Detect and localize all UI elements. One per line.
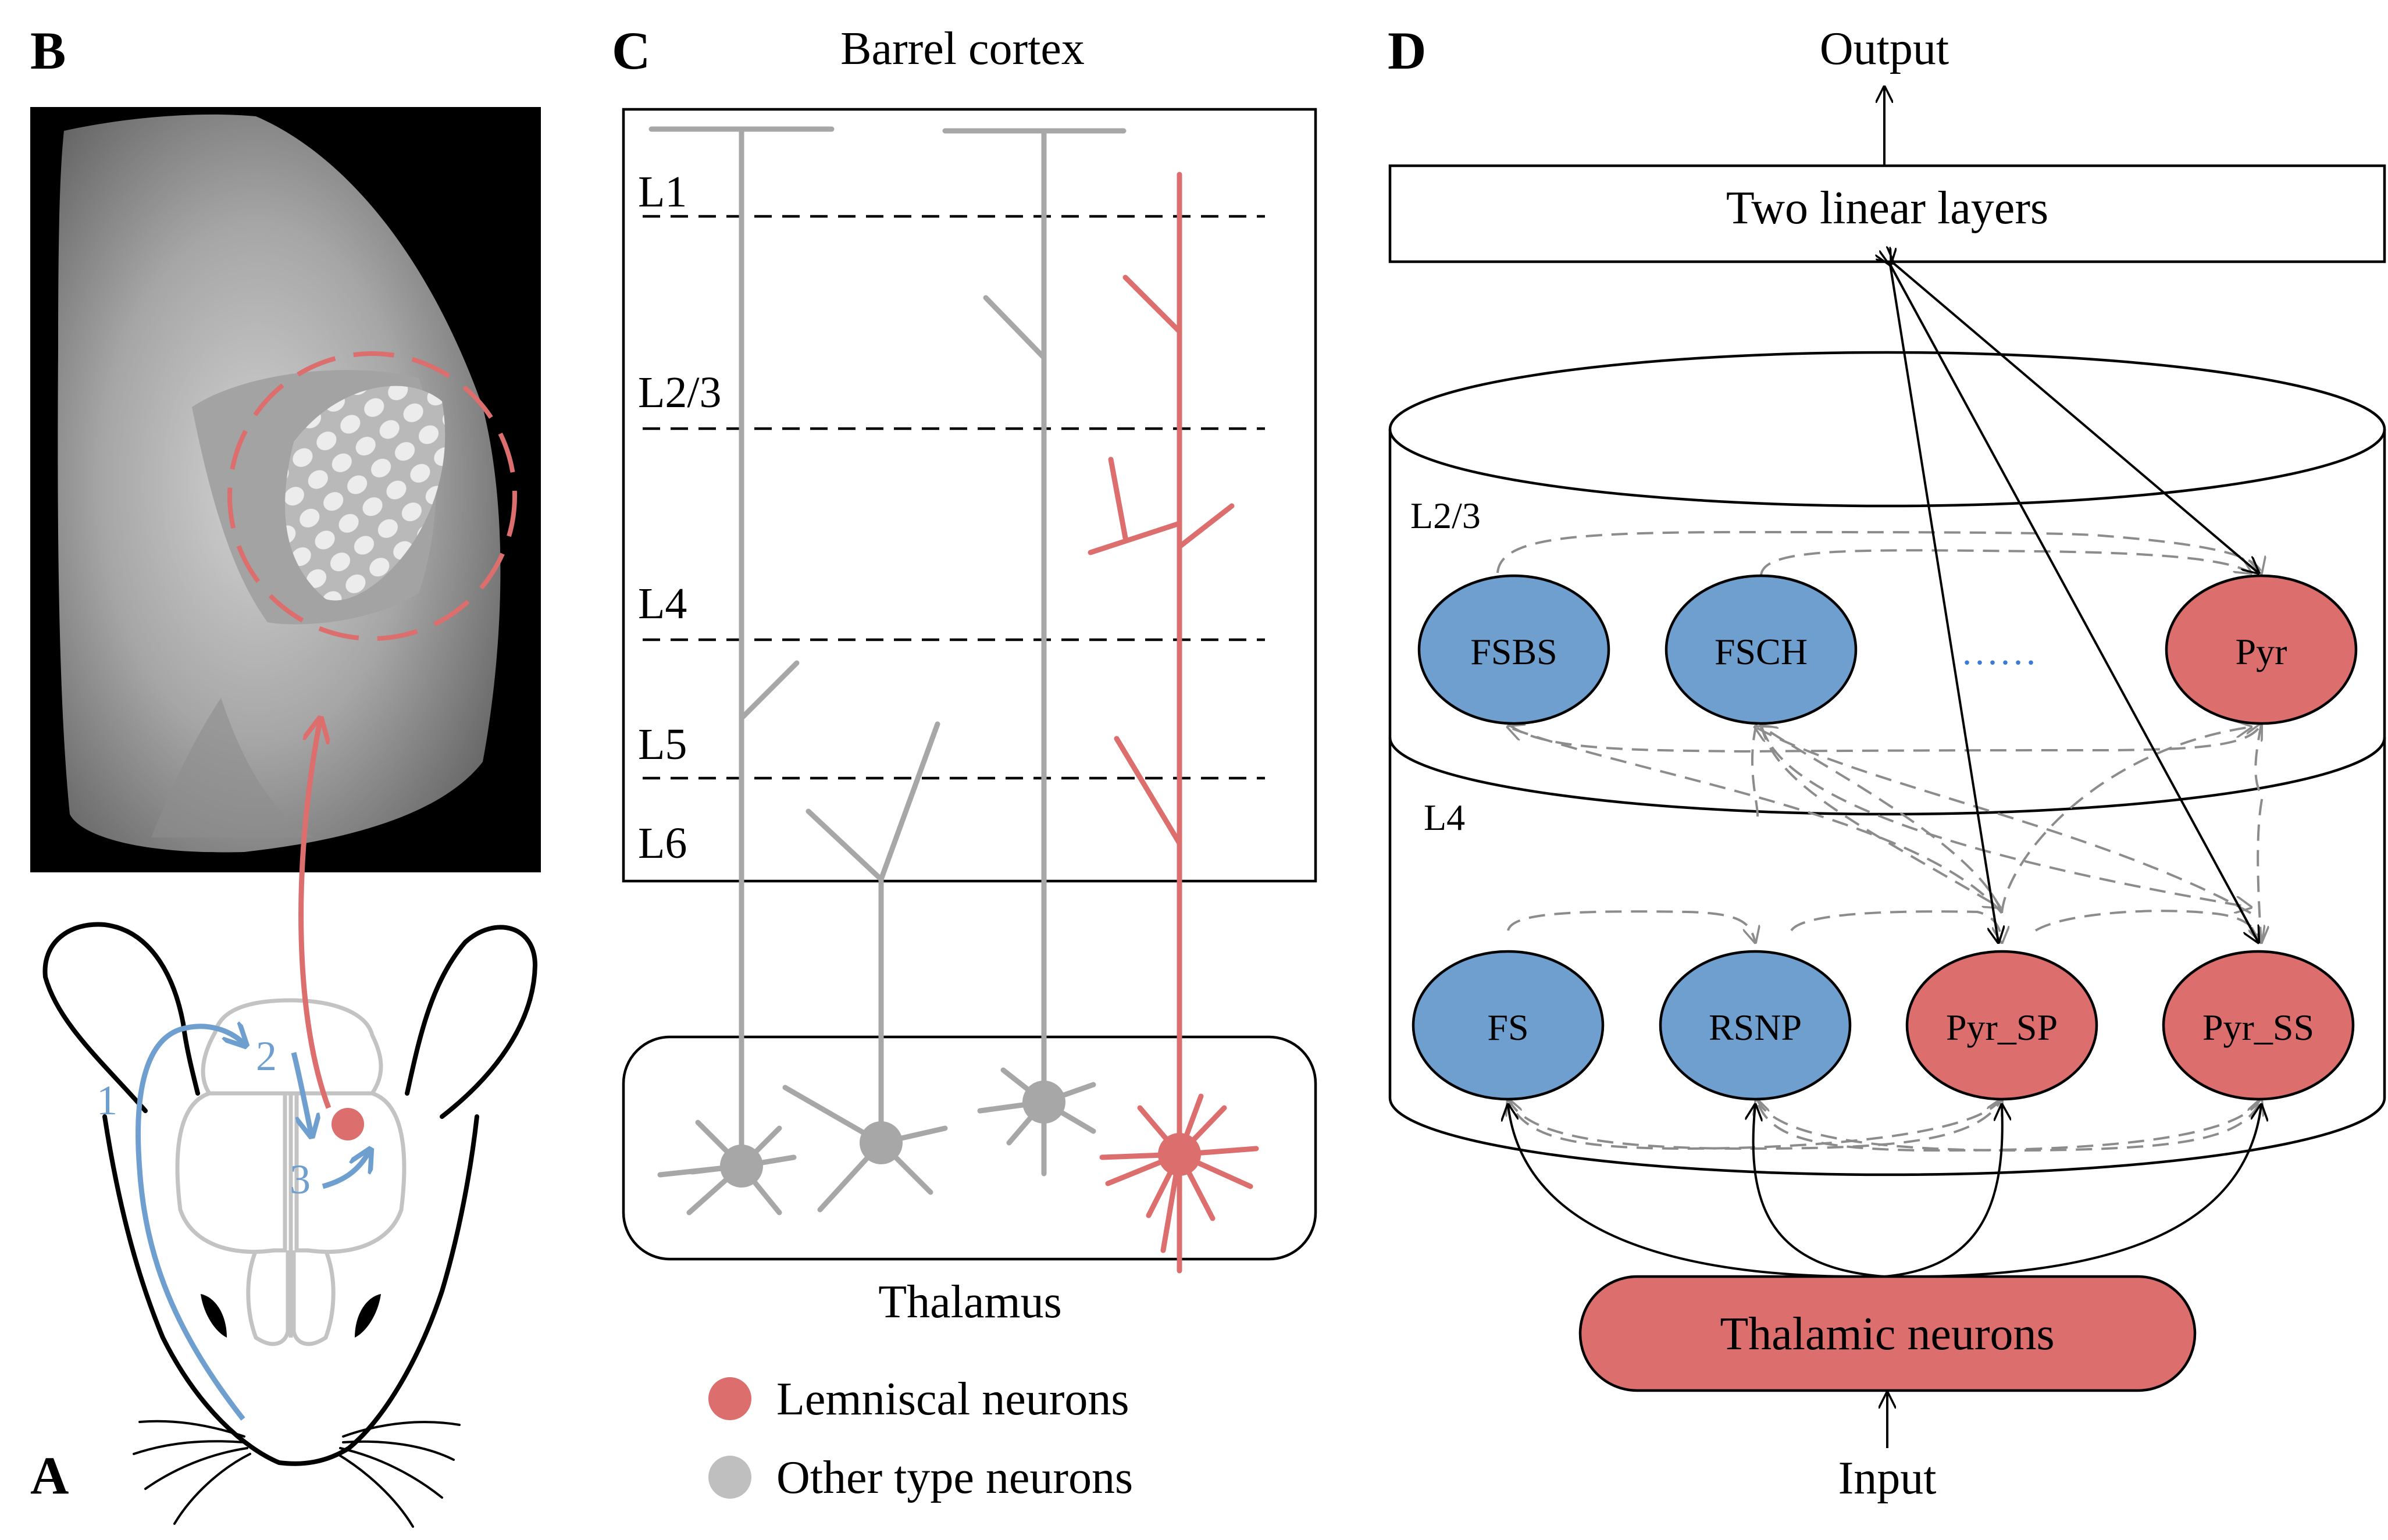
layer-label-l1: L1 bbox=[638, 167, 687, 216]
l4-neuron-pyr-ss: Pyr_SS bbox=[2162, 950, 2355, 1101]
thalamus-dot bbox=[332, 1108, 364, 1140]
pathway-arrow-2 bbox=[291, 1051, 311, 1134]
panel-label-b: B bbox=[30, 21, 66, 80]
thalamus-box bbox=[622, 1035, 1317, 1261]
linear-layers-label: Two linear layers bbox=[1726, 183, 2048, 234]
output-label: Output bbox=[1820, 23, 1949, 74]
path-label-1: 1 bbox=[97, 1077, 117, 1124]
l4-neuron-fs: FS bbox=[1412, 950, 1605, 1101]
thalamus-label: Thalamus bbox=[878, 1277, 1061, 1328]
panel-label-a: A bbox=[30, 1446, 69, 1505]
legend-lemniscal-label: Lemniscal neurons bbox=[776, 1374, 1129, 1425]
l23-neuron-fsch: FSCH bbox=[1665, 574, 1858, 725]
linear-layers-box bbox=[1388, 164, 2386, 263]
l4-neuron-rsnp: RSNP bbox=[1659, 950, 1852, 1101]
lemniscal-neuron-soma bbox=[1158, 1133, 1201, 1176]
other-neuron-3-soma bbox=[1022, 1081, 1065, 1124]
neuron-label: Pyr_SP bbox=[1946, 1007, 2058, 1048]
legend-other-label: Other type neurons bbox=[776, 1452, 1133, 1503]
neuron-label: FS bbox=[1487, 1007, 1528, 1048]
other-neuron-1-soma bbox=[720, 1145, 763, 1188]
more-neurons-ellipsis: ...... bbox=[1962, 631, 2039, 672]
input-label: Input bbox=[1838, 1453, 1937, 1504]
right-ear bbox=[405, 925, 537, 1119]
pathway-arrow-3 bbox=[322, 1152, 369, 1189]
left-eye bbox=[201, 1294, 227, 1338]
neuron-label: Pyr bbox=[2236, 631, 2287, 672]
readout-connections bbox=[1890, 263, 2258, 942]
neuron-label: Pyr_SS bbox=[2202, 1007, 2314, 1048]
mouse-head-drawing bbox=[42, 922, 537, 1528]
other-neuron-2-soma bbox=[860, 1121, 903, 1164]
layer-boundaries bbox=[643, 215, 1265, 780]
layer-label-l4: L4 bbox=[638, 579, 687, 628]
layer-l4-label: L4 bbox=[1424, 797, 1465, 838]
other-neuron-3 bbox=[942, 128, 1127, 1177]
path-label-3: 3 bbox=[290, 1156, 311, 1203]
layer-label-l23: L2/3 bbox=[638, 368, 722, 417]
l23-neuron-pyr: Pyr bbox=[2165, 574, 2358, 725]
legend-other-swatch bbox=[708, 1456, 751, 1499]
mouse-brain-outline bbox=[175, 998, 407, 1346]
lemniscal-neuron bbox=[1088, 172, 1259, 1274]
whiskers bbox=[133, 1420, 461, 1528]
legend-lemniscal-swatch bbox=[708, 1377, 751, 1420]
path-label-2: 2 bbox=[256, 1033, 277, 1079]
layer-label-l5: L5 bbox=[638, 720, 687, 769]
thalamic-neurons-box bbox=[1578, 1275, 2197, 1392]
neuron-label: RSNP bbox=[1709, 1007, 1802, 1048]
cortex-box bbox=[622, 108, 1317, 883]
panel-label-d: D bbox=[1388, 21, 1426, 80]
l4-neuron-pyr-sp: Pyr_SP bbox=[1905, 950, 2098, 1101]
neuron-label: FSCH bbox=[1715, 631, 1808, 672]
other-neuron-1 bbox=[648, 126, 835, 1215]
layer-label-l6: L6 bbox=[638, 819, 687, 868]
layer-l23-label: L2/3 bbox=[1410, 495, 1481, 536]
head-outline bbox=[102, 1114, 479, 1466]
barrel-cortex-photo bbox=[30, 107, 541, 872]
right-eye bbox=[355, 1294, 381, 1338]
thalamic-neurons-label: Thalamic neurons bbox=[1720, 1309, 2054, 1360]
barrel-cortex-title: Barrel cortex bbox=[840, 23, 1085, 74]
thalamus-to-cortex-arrow bbox=[298, 721, 329, 1109]
recurrent-connections bbox=[1496, 530, 2262, 1152]
neuron-label: FSBS bbox=[1470, 631, 1557, 672]
pathway-arrow-1 bbox=[136, 1026, 244, 1421]
left-ear bbox=[42, 922, 200, 1113]
panel-label-c: C bbox=[612, 21, 650, 80]
l23-neuron-fsbs: FSBS bbox=[1417, 574, 1610, 725]
thalamic-input-connections bbox=[1508, 1105, 2261, 1278]
